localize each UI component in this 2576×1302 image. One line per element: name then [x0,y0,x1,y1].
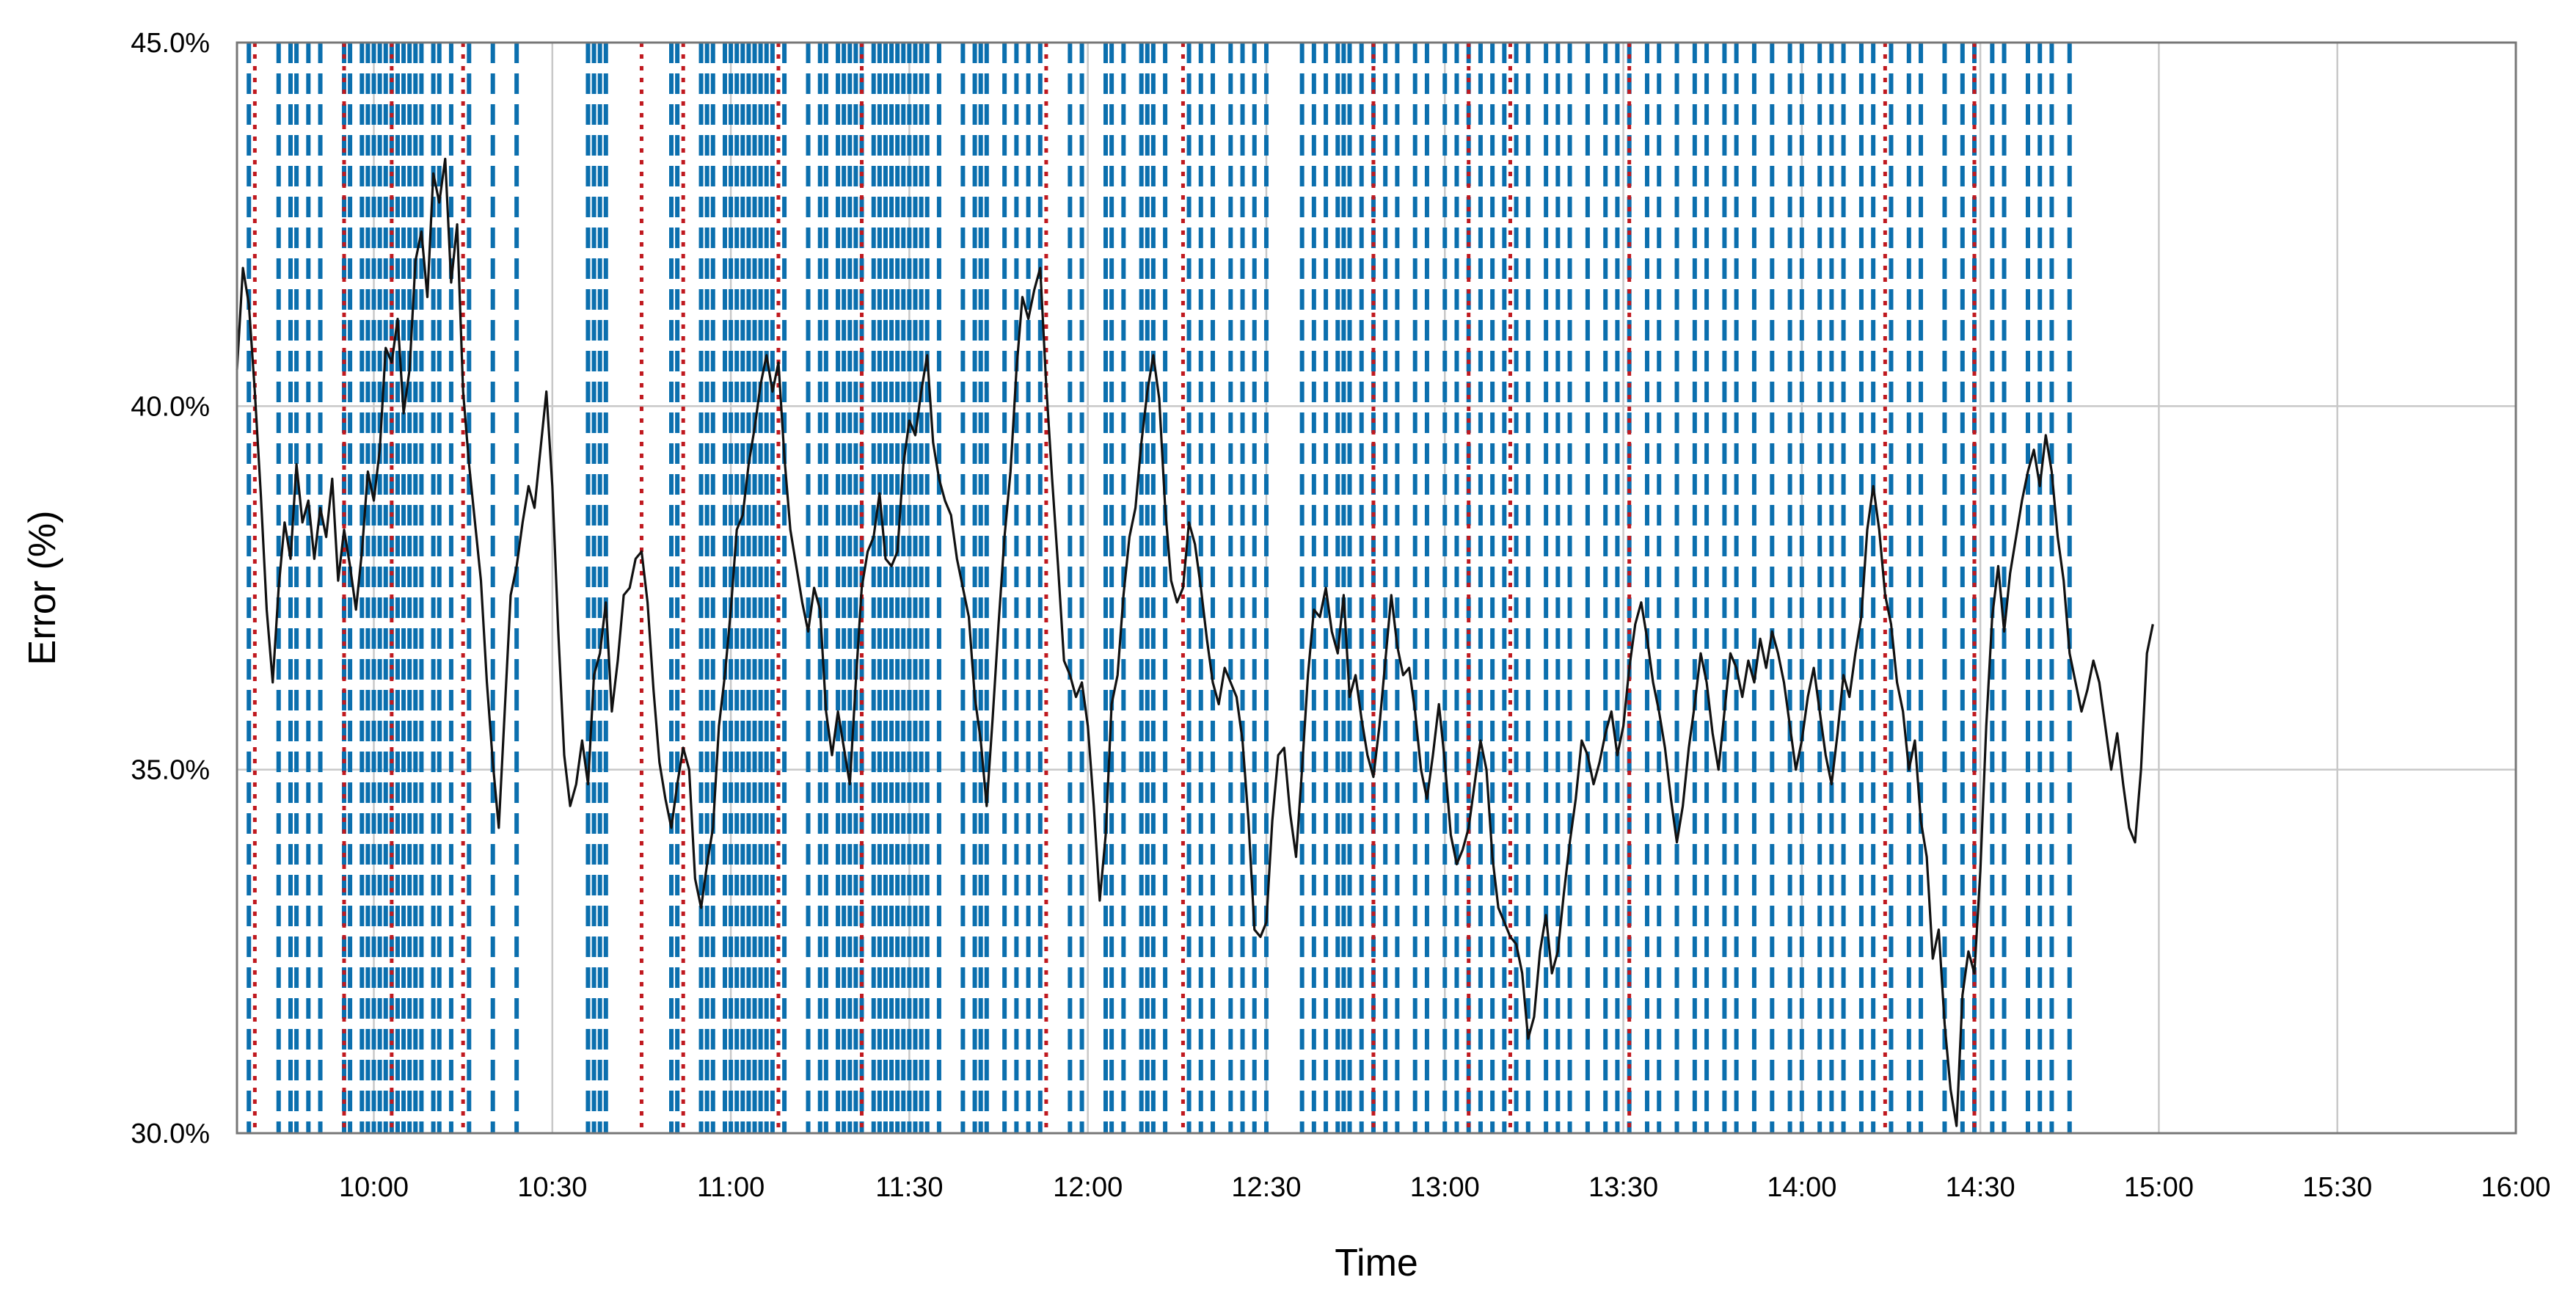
plot-background [237,43,2516,1133]
blue-dashed-event-lines [247,43,2072,1133]
y-axis-ticks: 30.0% 35.0% 40.0% 45.0% [131,28,210,1149]
x-tick-label: 16:00 [2481,1172,2550,1203]
x-tick-label: 15:30 [2302,1172,2372,1203]
error-series-line [236,157,2154,1127]
x-tick-label: 14:00 [1767,1172,1836,1203]
x-tick-label: 11:30 [875,1172,943,1203]
x-tick-label: 12:30 [1231,1172,1301,1203]
y-tick-label: 35.0% [131,755,210,786]
x-tick-label: 13:30 [1588,1172,1658,1203]
x-tick-label: 10:00 [339,1172,409,1203]
x-tick-label: 12:00 [1053,1172,1123,1203]
x-axis-ticks: 10:00 10:30 11:00 11:30 12:00 12:30 13:00 13:30… [339,1172,2551,1203]
plot-frame [236,41,2517,1135]
x-tick-label: 10:30 [517,1172,587,1203]
y-tick-label: 45.0% [131,28,210,59]
x-axis-title: Time [1335,1242,1418,1284]
x-tick-label: 15:00 [2124,1172,2194,1203]
y-axis-title: Error (%) [21,511,64,666]
x-tick-label: 13:00 [1410,1172,1480,1203]
y-tick-label: 30.0% [131,1119,210,1149]
y-tick-label: 40.0% [131,391,210,422]
x-tick-label: 14:30 [1946,1172,2015,1203]
x-tick-label: 11:00 [697,1172,765,1203]
